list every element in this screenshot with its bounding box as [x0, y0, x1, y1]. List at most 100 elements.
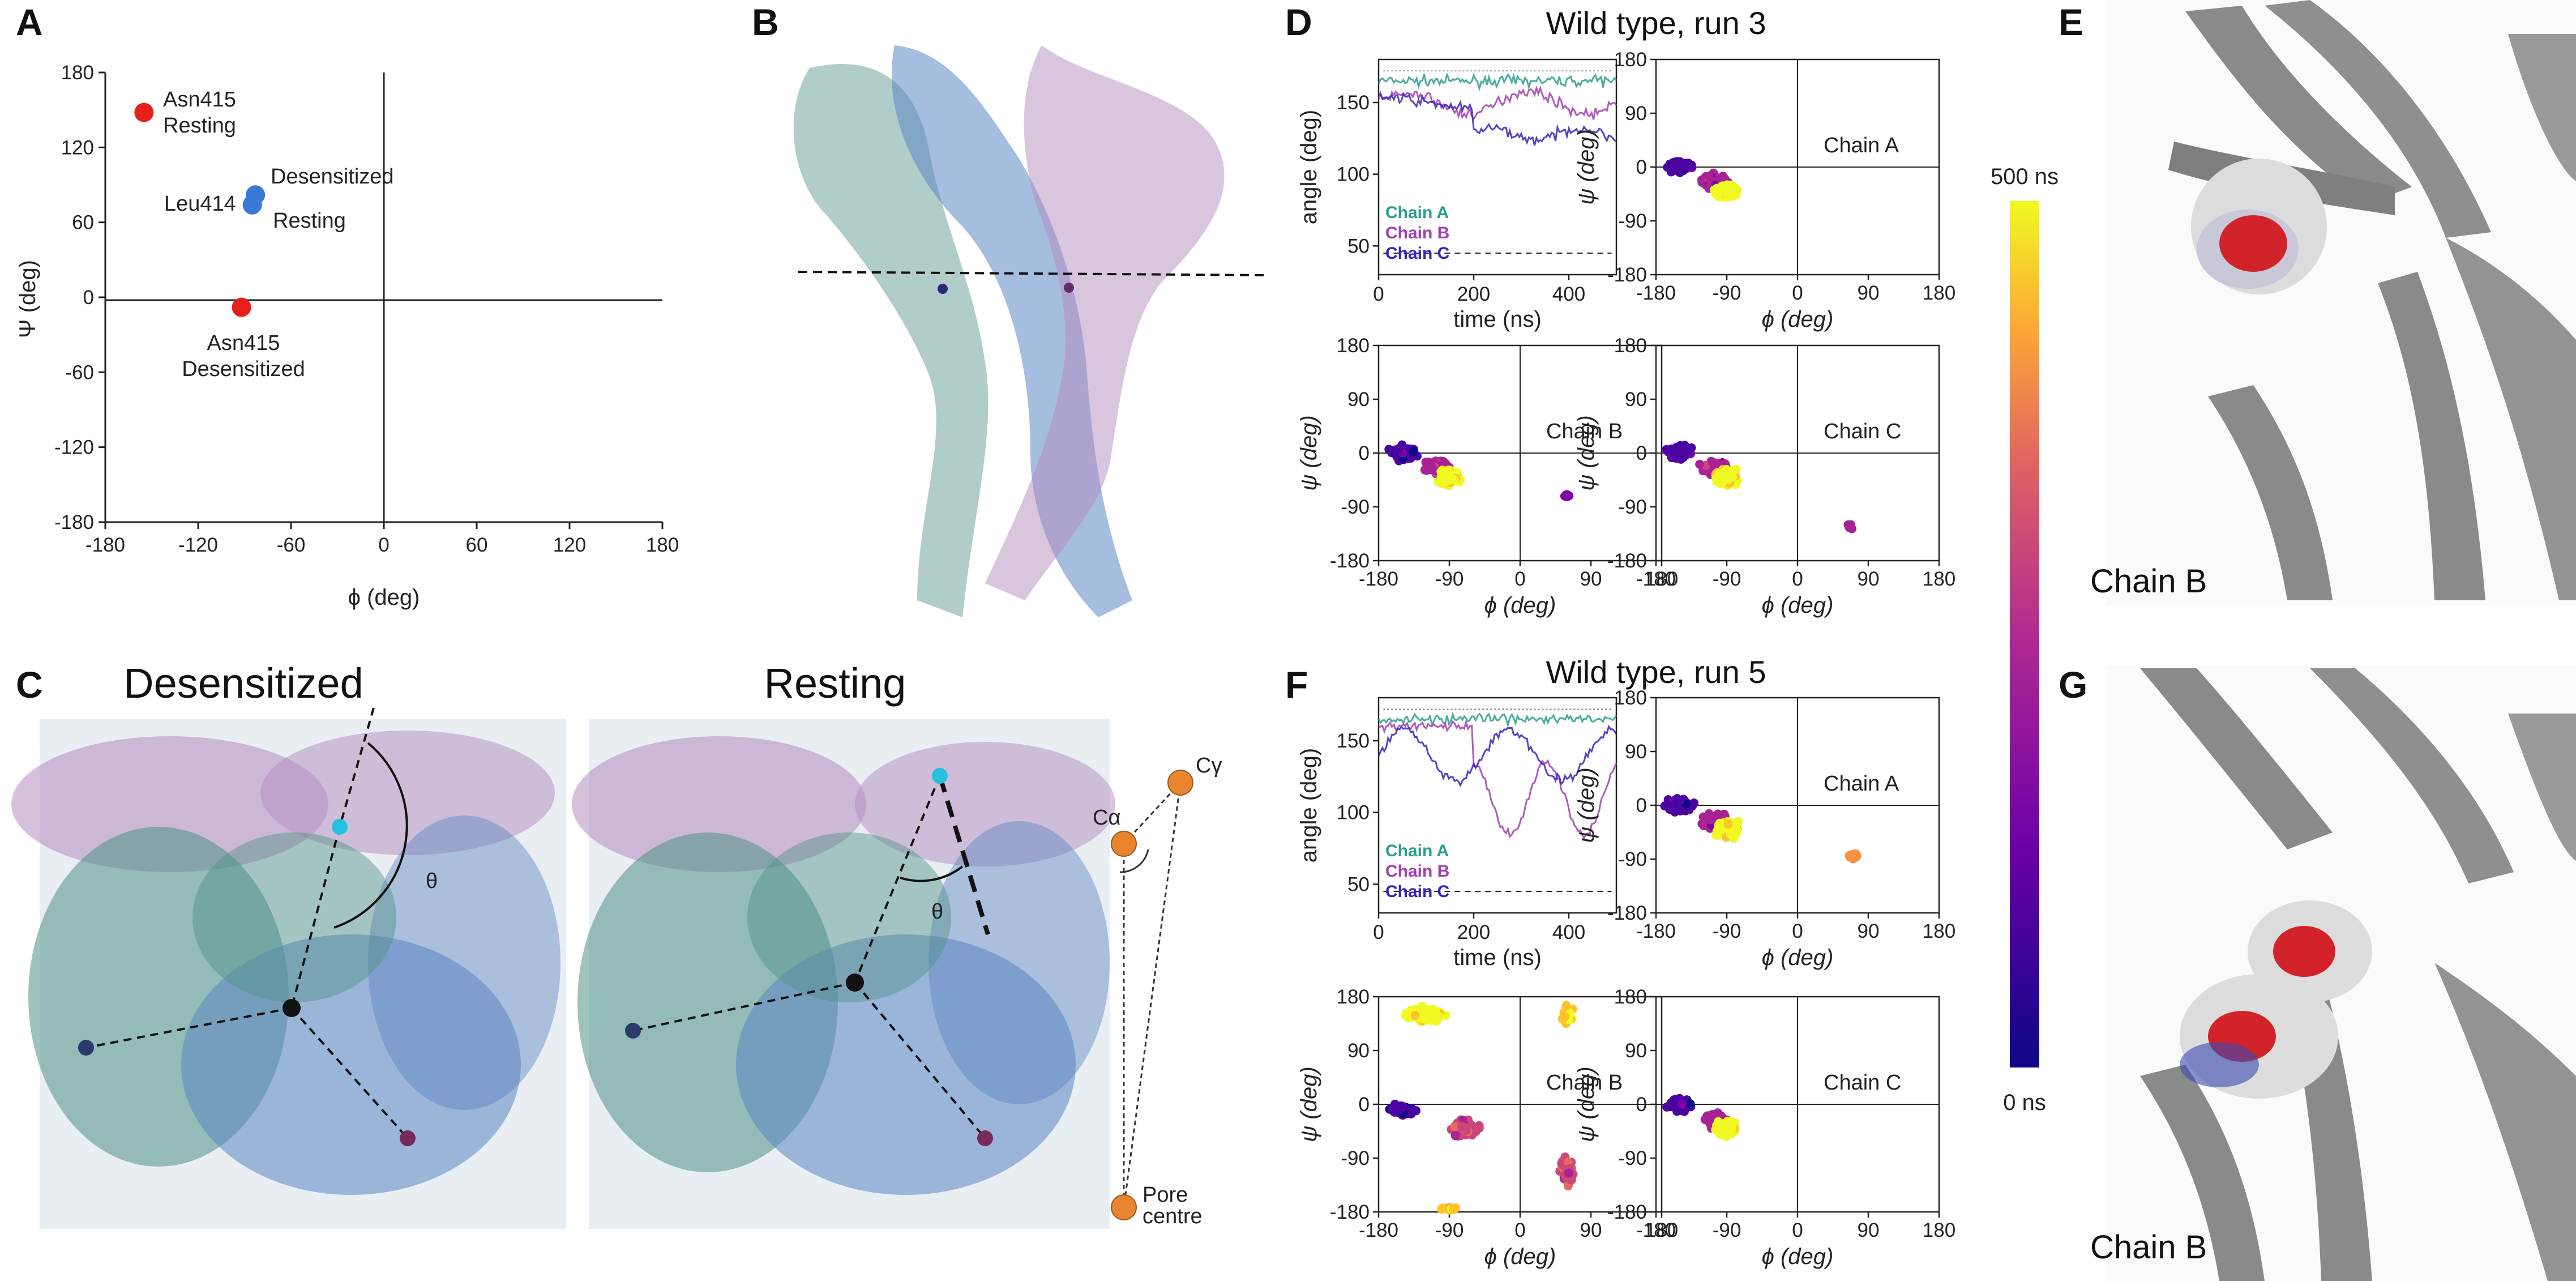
- rama-ylabel: ψ (deg): [1574, 415, 1599, 491]
- rama-ytick: -90: [1618, 848, 1647, 870]
- angle-schematic: Cα Cγ Pore centre: [1093, 754, 1222, 1228]
- rama-ytick: 0: [1359, 1094, 1370, 1116]
- rama-ylabel: ψ (deg): [1296, 415, 1321, 491]
- angle-ytick: 100: [1337, 802, 1370, 824]
- chain-b-label-e: Chain B: [2090, 563, 2207, 600]
- rama-ytick: 0: [1636, 1094, 1647, 1116]
- angle-xtick: 200: [1457, 283, 1490, 305]
- panel-label-f: F: [1285, 664, 1308, 706]
- rama-chain-label: Chain A: [1824, 772, 1899, 796]
- rama-point: [1725, 185, 1735, 195]
- label-leu414: Leu414: [164, 192, 236, 216]
- angle-ytick: 50: [1347, 235, 1370, 257]
- rama-point: [1564, 1168, 1573, 1178]
- rama-xtick: -90: [1713, 920, 1741, 942]
- y-tick-label: 120: [61, 136, 94, 159]
- rama-ylabel: ψ (deg): [1296, 1066, 1321, 1142]
- rama-ytick: -180: [1330, 550, 1370, 572]
- rama-xtick: 90: [1858, 920, 1880, 942]
- rama-xtick: 180: [1923, 920, 1955, 942]
- y-tick-label: 60: [72, 212, 94, 234]
- label-resting: Resting: [273, 209, 346, 233]
- rama-point: [1423, 1005, 1433, 1015]
- rama-point: [1717, 825, 1727, 835]
- rama-ytick: 0: [1359, 442, 1370, 464]
- rama-point: [1714, 469, 1724, 479]
- pore-label-1: Pore: [1142, 1183, 1188, 1207]
- rama-xtick: 0: [1792, 1219, 1803, 1241]
- rama-xtick: 0: [1792, 282, 1803, 304]
- rama-xtick: 90: [1858, 568, 1880, 590]
- rama-point: [1845, 523, 1854, 532]
- series-line-chain-b: [1377, 85, 1618, 121]
- rama-point: [1718, 172, 1728, 181]
- rama-point: [1449, 475, 1459, 485]
- rama-point: [1409, 447, 1418, 456]
- label-asn415-desens-2: Desensitized: [182, 357, 305, 381]
- desensitized-view: θ: [11, 707, 566, 1229]
- y-tick-label: -60: [65, 361, 94, 383]
- rama-xtick: -90: [1435, 1219, 1464, 1241]
- rama-ytick: -90: [1341, 1147, 1370, 1169]
- rama-chain-label: Chain A: [1824, 134, 1899, 157]
- rama-ytick: 90: [1347, 388, 1370, 411]
- label-asn415-resting-1: Asn415: [163, 88, 236, 112]
- rama-ytick: 0: [1636, 156, 1647, 178]
- rama-point: [1435, 1012, 1444, 1022]
- cgamma-node: [1167, 770, 1193, 796]
- rama-ylabel: ψ (deg): [1574, 129, 1599, 205]
- legend-chain-b: Chain B: [1385, 862, 1449, 881]
- calpha-node: [1111, 831, 1137, 857]
- series-line-chain-c: [1378, 92, 1617, 146]
- chain-b-label-g: Chain B: [2090, 1229, 2207, 1266]
- rama-ytick: 90: [1625, 388, 1647, 411]
- title-run3: Wild type, run 3: [1546, 5, 1766, 41]
- rama-point: [1667, 444, 1676, 454]
- colorbar-max-label: 500 ns: [1991, 164, 2059, 189]
- series-line-chain-b: [1378, 719, 1618, 841]
- panel-a-xlabel: ϕ (deg): [348, 585, 420, 610]
- y-tick-label: -120: [54, 437, 94, 459]
- label-asn415-desens-1: Asn415: [207, 331, 280, 355]
- chain-b-ribbon: [985, 45, 1225, 600]
- rama-xtick: 0: [1514, 568, 1525, 590]
- angle-ylabel: angle (deg): [1296, 748, 1321, 862]
- rama-xtick: 180: [1645, 1219, 1678, 1241]
- rama-point: [1726, 1124, 1735, 1134]
- x-tick-label: 0: [378, 534, 389, 556]
- rama-ytick: 180: [1614, 986, 1647, 1008]
- rama-xlabel: ϕ (deg): [1484, 593, 1556, 618]
- angle-xtick: 0: [1373, 921, 1384, 943]
- panel-e-structure: Chain B: [2090, 0, 2576, 606]
- angle-xlabel: time (ns): [1453, 307, 1542, 332]
- rama-point: [1561, 1001, 1571, 1010]
- y-tick-label: 180: [61, 62, 94, 84]
- rama-xtick: 90: [1858, 282, 1880, 304]
- rama-ytick: -90: [1618, 496, 1647, 518]
- rama-point: [1685, 1099, 1695, 1108]
- rama-xtick: -90: [1435, 568, 1464, 590]
- x-tick-label: 60: [466, 534, 488, 556]
- rama-ytick: 0: [1636, 442, 1647, 464]
- panel-a-plot: -180 -120 -60 0 60 120 180 180 120 60 0 -60 -120 -18…: [15, 62, 679, 610]
- point-asn415-desensitized: [232, 297, 251, 317]
- rama-point: [1389, 1107, 1399, 1117]
- rama-point: [1421, 458, 1431, 467]
- rama-xtick: -180: [1359, 568, 1398, 590]
- panel-f-plots: 150 100 50 0 200 400 angle (deg) time (ns) Chain…: [1296, 687, 1955, 1269]
- residue-marker: [938, 284, 948, 294]
- rama-point: [1398, 1102, 1408, 1112]
- legend-chain-a: Chain A: [1385, 842, 1449, 860]
- rama-ytick: 0: [1636, 795, 1647, 817]
- rama-point: [1450, 1131, 1460, 1141]
- rama-point: [1695, 459, 1705, 469]
- rama-ytick: 180: [1614, 687, 1647, 709]
- rama-point: [1450, 1122, 1460, 1131]
- rama-xtick: -180: [1359, 1219, 1398, 1241]
- rama-ytick: 90: [1625, 741, 1647, 763]
- rama-xtick: 90: [1580, 568, 1602, 590]
- rama-point: [1675, 796, 1685, 805]
- rama-ylabel: ψ (deg): [1574, 767, 1599, 843]
- rama-xtick: 180: [1923, 282, 1955, 304]
- series-line-chain-a: [1377, 72, 1618, 92]
